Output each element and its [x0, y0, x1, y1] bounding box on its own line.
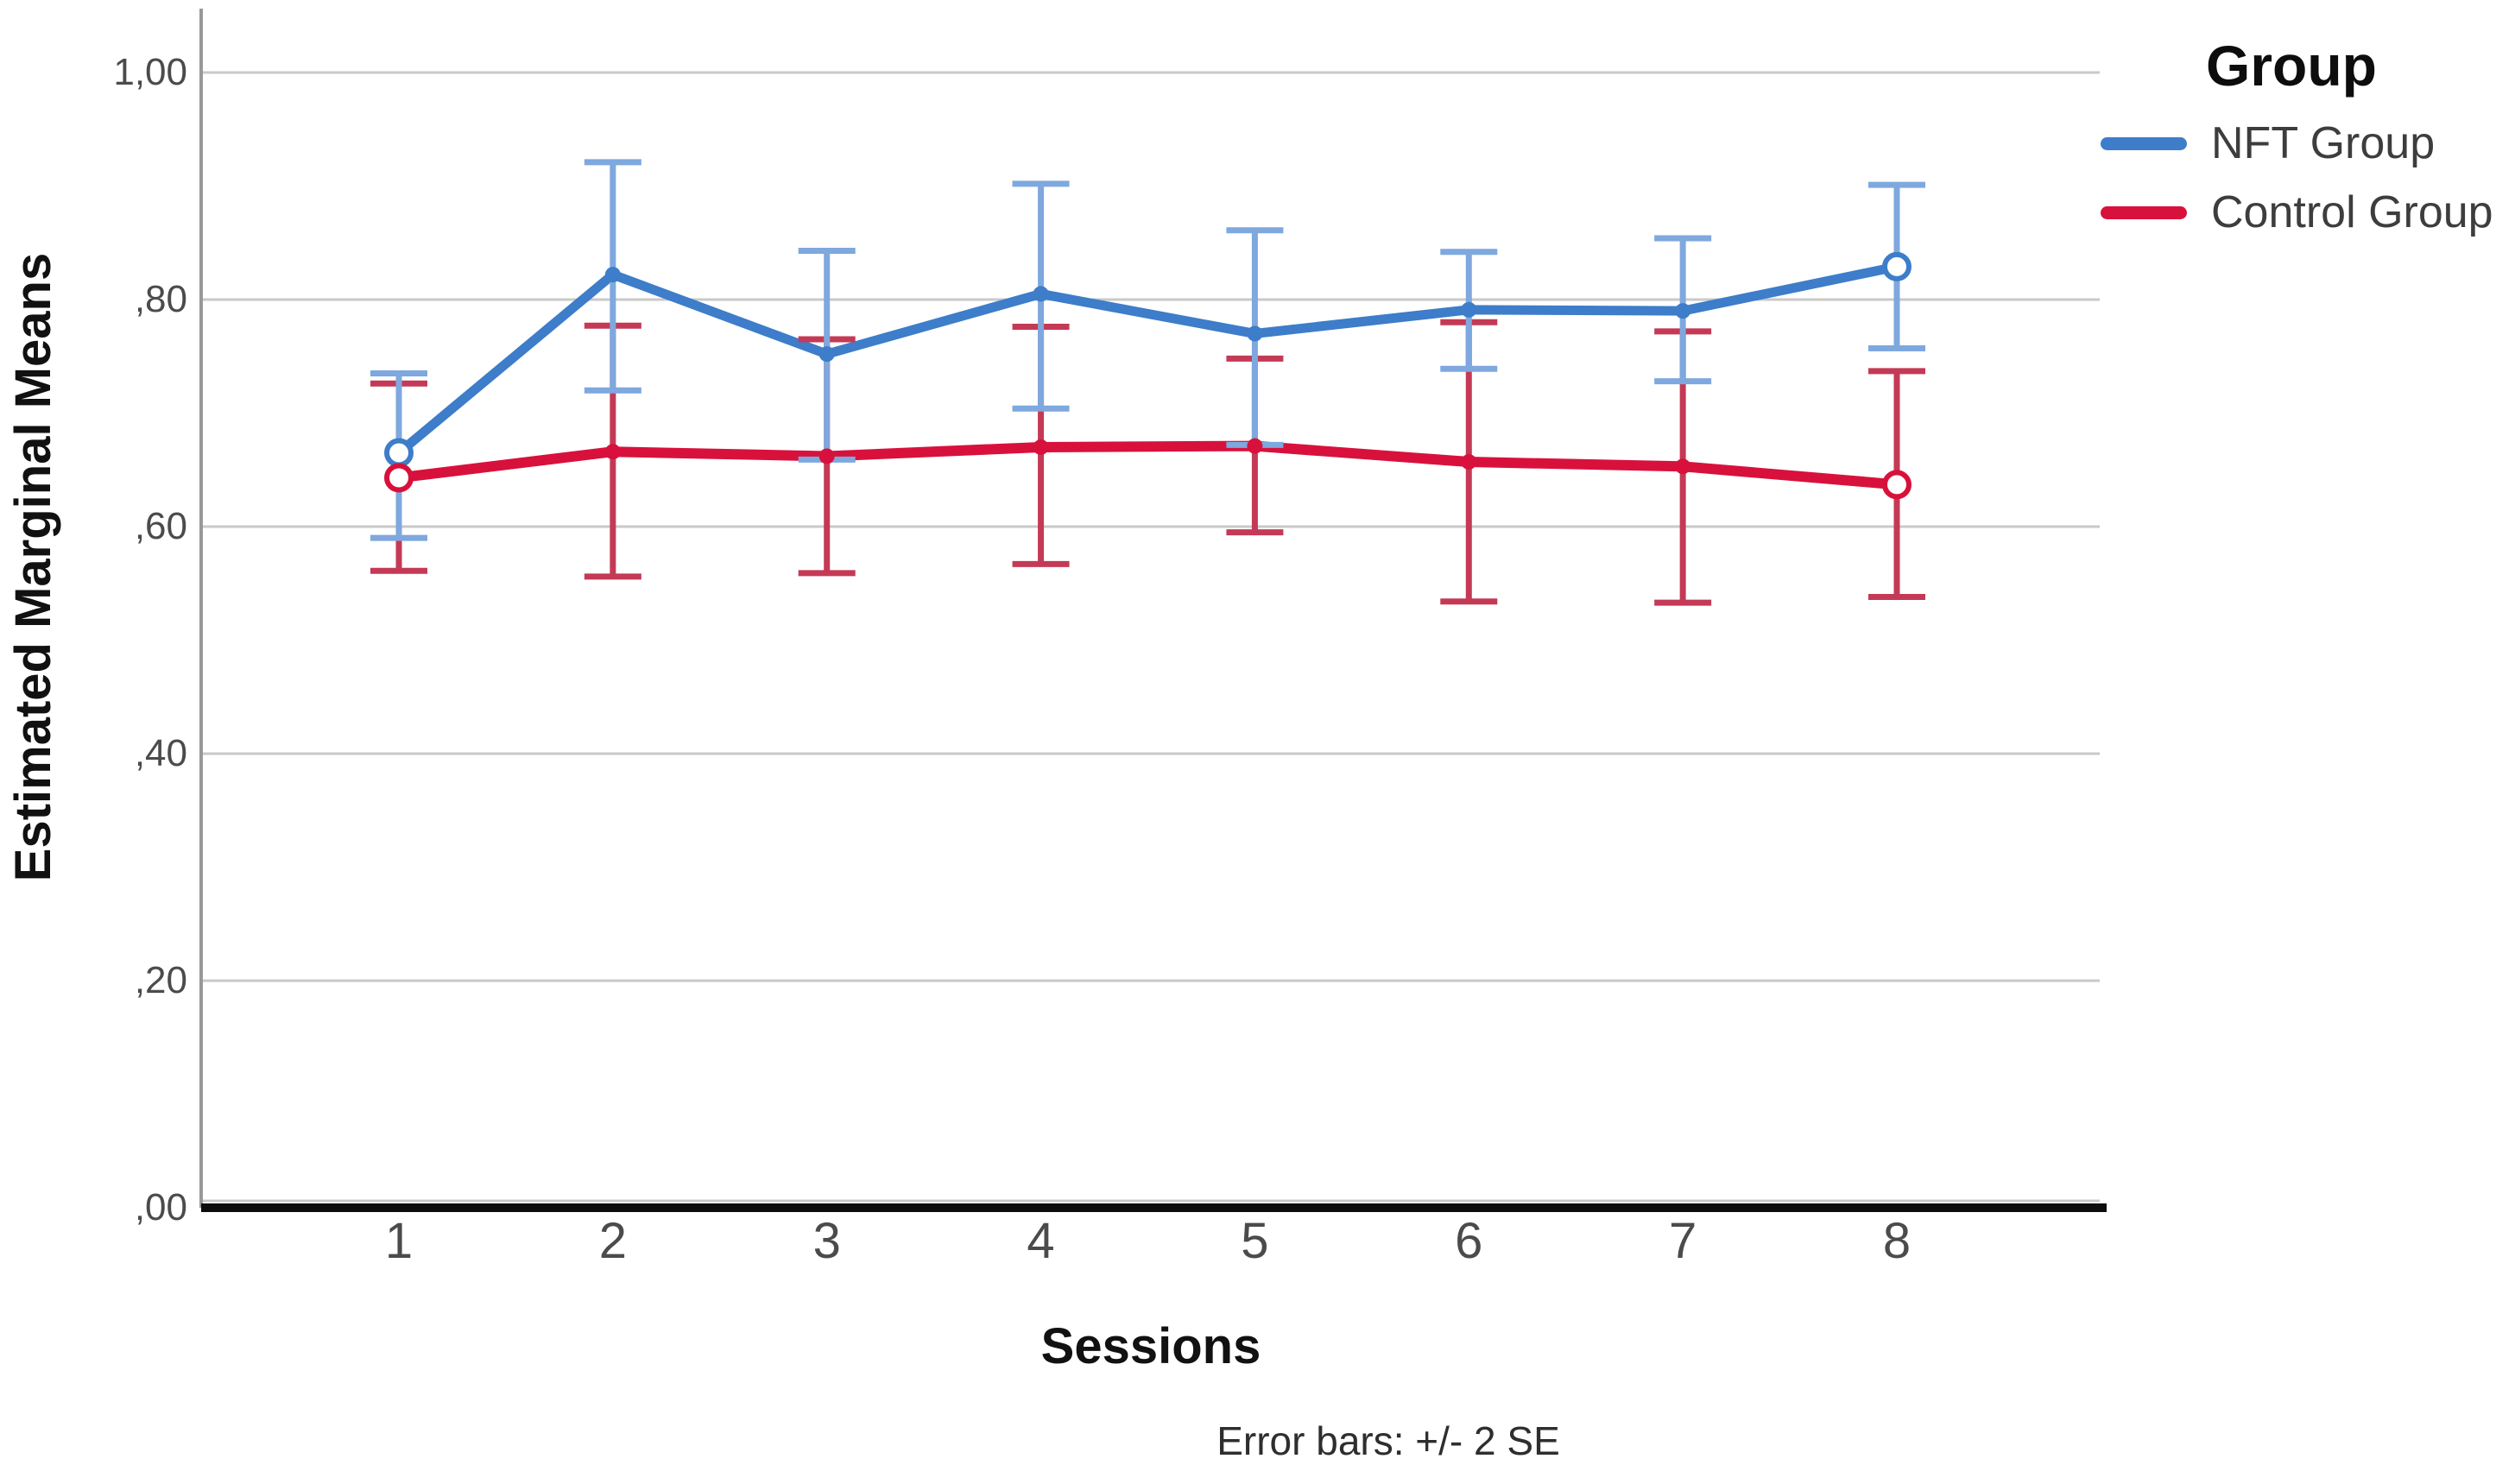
x-tick-label: 3 — [812, 1213, 841, 1269]
control-marker — [1675, 458, 1691, 475]
nft-marker — [1033, 286, 1049, 302]
legend-item-control: Control Group — [2101, 190, 2496, 235]
y-tick-label: 1,00 — [113, 51, 187, 93]
control-open-marker — [384, 463, 414, 493]
control-marker — [1033, 439, 1049, 455]
x-tick-label: 7 — [1669, 1213, 1697, 1269]
error-bars-footnote: Error bars: +/- 2 SE — [1216, 1418, 1560, 1463]
y-tick-label: ,00 — [134, 1186, 187, 1228]
y-tick-label: ,80 — [134, 278, 187, 320]
control-group-line-swatch — [2101, 205, 2187, 219]
y-tick-label: ,60 — [134, 505, 187, 547]
y-tick-label: ,40 — [134, 732, 187, 774]
nft-open-marker — [384, 438, 414, 468]
y-tick-label: ,20 — [134, 959, 187, 1001]
control-open-marker — [1881, 470, 1911, 500]
control-marker — [1247, 438, 1263, 454]
x-tick-label: 8 — [1882, 1213, 1911, 1269]
nft-marker — [1461, 301, 1477, 318]
nft-marker — [818, 346, 835, 363]
nft-group-line-swatch — [2101, 136, 2187, 150]
nft-marker — [1247, 325, 1263, 342]
nft-group-line — [395, 262, 1899, 457]
control-marker — [1461, 454, 1477, 470]
x-tick-label: 1 — [384, 1213, 414, 1269]
x-tick-label: 4 — [1027, 1213, 1055, 1269]
x-axis-title: Sessions — [1040, 1318, 1261, 1374]
control-marker — [604, 444, 621, 460]
nft-marker — [1675, 303, 1691, 319]
nft-open-marker — [1881, 251, 1911, 281]
legend-item-nft: NFT Group — [2101, 121, 2496, 166]
x-tick-label: 5 — [1241, 1213, 1269, 1269]
legend-title: Group — [2206, 34, 2377, 98]
nft-marker — [604, 267, 621, 283]
legend: Group NFT Group Control Group — [2101, 35, 2496, 235]
legend-label-nft: NFT Group — [2211, 118, 2436, 168]
x-tick-label: 6 — [1455, 1213, 1483, 1269]
x-tick-label: 2 — [598, 1213, 627, 1269]
control-group-line — [398, 440, 1898, 490]
legend-label-control: Control Group — [2211, 187, 2493, 237]
y-axis-title: Estimated Marginal Means — [5, 252, 61, 882]
control-marker — [818, 448, 835, 464]
